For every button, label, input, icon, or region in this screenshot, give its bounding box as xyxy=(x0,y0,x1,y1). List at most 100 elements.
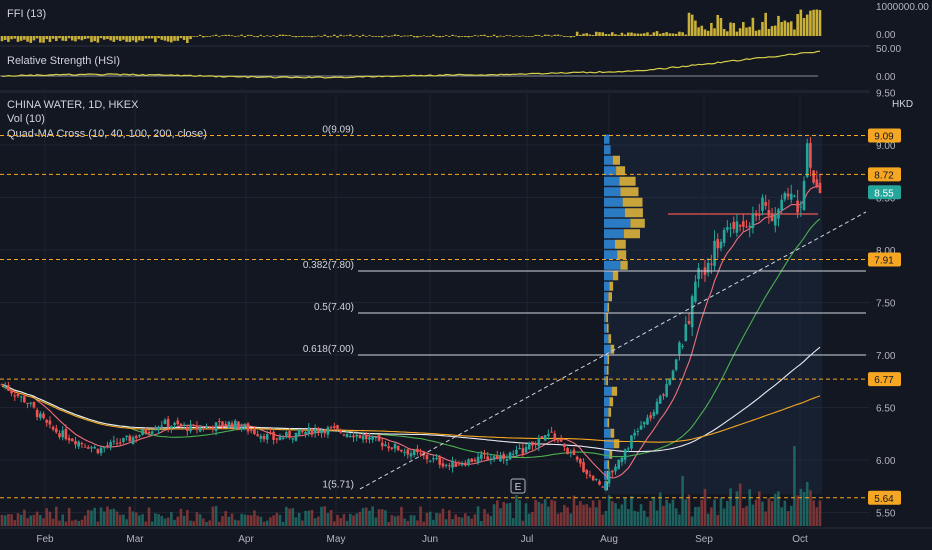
volume-bar xyxy=(122,514,125,526)
ffi-bar xyxy=(29,36,33,43)
profile-bar-up xyxy=(604,302,608,312)
time-label-jul: Jul xyxy=(521,534,534,545)
ffi-bar xyxy=(588,34,592,36)
candle-body xyxy=(508,452,512,460)
candle-body xyxy=(115,442,119,444)
profile-bar-up xyxy=(604,250,618,260)
volume-bar xyxy=(13,520,17,526)
volume-bar xyxy=(86,509,90,526)
candle-body xyxy=(786,193,790,197)
candle-body xyxy=(435,458,438,460)
ffi-bar xyxy=(655,31,659,36)
ffi-bar xyxy=(131,36,135,41)
ffi-bar xyxy=(802,18,806,36)
candle-body xyxy=(668,378,672,385)
volume-bar xyxy=(690,516,694,526)
candle-body xyxy=(403,451,406,453)
volume-bar xyxy=(256,515,259,526)
ffi-bar xyxy=(617,34,620,36)
volume-bar xyxy=(460,517,464,526)
ffi-bar xyxy=(777,15,780,36)
candle-body xyxy=(317,428,320,432)
ffi-bar xyxy=(406,35,410,37)
candle-body xyxy=(780,199,783,211)
ffi-bar xyxy=(713,28,716,36)
candle-body xyxy=(495,455,499,459)
volume-bar xyxy=(483,509,486,526)
candle-body xyxy=(154,429,157,431)
ffi-bar xyxy=(138,36,141,41)
price-tick-8.00: 8.00 xyxy=(876,246,896,257)
profile-bar-down xyxy=(607,418,610,428)
volume-bar xyxy=(115,511,119,526)
candle-body xyxy=(697,268,700,280)
ffi-bar xyxy=(134,36,138,43)
ffi-bar xyxy=(333,34,336,36)
profile-bar-up xyxy=(604,449,610,459)
ffi-bar xyxy=(86,36,90,39)
ffi-bar xyxy=(815,9,819,36)
volume-bar xyxy=(147,507,151,526)
volume-bar xyxy=(732,506,736,526)
candle-body xyxy=(777,209,780,219)
rs-tick-zero: 0.00 xyxy=(876,72,896,83)
candle-body xyxy=(42,413,45,419)
volume-bar xyxy=(7,514,10,526)
profile-bar-down xyxy=(607,302,610,312)
candle-body xyxy=(633,432,636,436)
volume-bar xyxy=(751,504,755,526)
candle-body xyxy=(674,359,678,370)
volume-bar xyxy=(470,518,474,526)
candle-body xyxy=(0,384,4,386)
candle-body xyxy=(553,433,557,440)
candle-body xyxy=(380,442,384,447)
volume-bar xyxy=(812,500,815,526)
candle-body xyxy=(805,143,809,177)
candle-body xyxy=(460,464,464,466)
ffi-bar xyxy=(550,35,553,37)
candle-body xyxy=(262,435,266,440)
candle-body xyxy=(128,435,132,442)
ffi-bar xyxy=(317,35,320,37)
ffi-bar xyxy=(796,14,799,37)
profile-bar-up xyxy=(604,334,609,344)
candle-body xyxy=(333,426,336,428)
candle-body xyxy=(221,421,224,427)
time-axis[interactable]: Feb Mar Apr May Jun Jul Aug Sep Oct xyxy=(36,534,808,545)
volume-bar xyxy=(802,491,806,526)
volume-bar xyxy=(265,520,269,526)
volume-bar xyxy=(336,514,339,526)
earnings-marker[interactable]: E xyxy=(510,478,526,494)
ffi-bar xyxy=(793,29,796,36)
ffi-bar xyxy=(719,17,723,36)
volume-bar xyxy=(550,499,553,526)
volume-bar xyxy=(799,488,803,526)
candle-body xyxy=(681,345,684,347)
candle-body xyxy=(479,454,483,459)
candle-body xyxy=(441,463,445,467)
candle-body xyxy=(67,438,71,441)
fib-label-4: 1(5.71) xyxy=(322,479,354,490)
ffi-bar xyxy=(102,36,106,40)
ffi-bar xyxy=(799,9,803,37)
volume-bar xyxy=(588,507,592,526)
volume-bar xyxy=(783,500,787,526)
candle-body xyxy=(400,449,403,452)
ffi-bar xyxy=(400,36,403,37)
volume-bar xyxy=(738,483,742,526)
trendline[interactable] xyxy=(359,211,867,490)
ma-40-line xyxy=(1,218,821,459)
volume-bar xyxy=(371,506,374,526)
ffi-bar xyxy=(674,33,678,36)
ffi-bar xyxy=(451,34,454,36)
volume-bar xyxy=(441,508,445,526)
profile-bar-down xyxy=(608,334,612,344)
candle-body xyxy=(26,403,29,405)
rs-tick-top: 50.00 xyxy=(876,44,901,55)
fibonacci-retracement[interactable]: 0(9.09) 0.382(7.80) 0.5(7.40) 0.618(7.00) 1(… xyxy=(303,125,866,491)
profile-bar-down xyxy=(607,355,610,365)
ffi-bar xyxy=(217,36,221,37)
candle-body xyxy=(189,424,192,432)
volume-bar xyxy=(109,509,112,526)
